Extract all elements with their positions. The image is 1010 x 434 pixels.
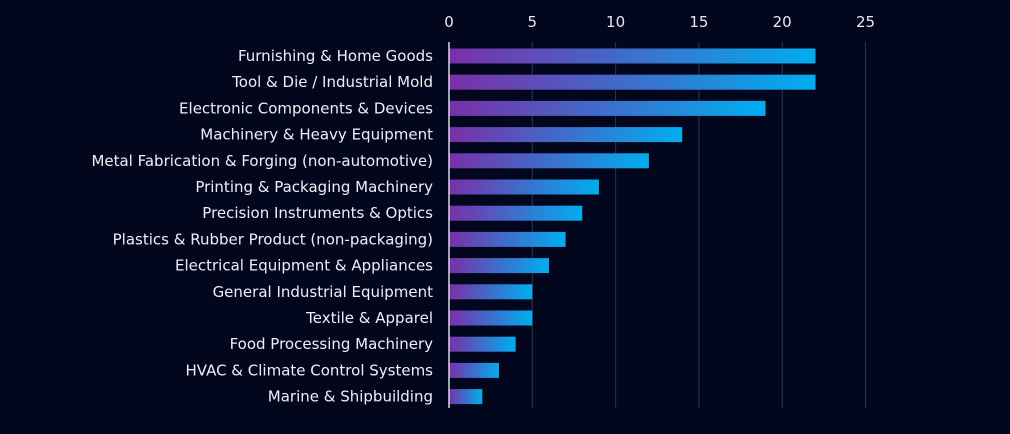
category-label: HVAC & Climate Control Systems [185, 361, 433, 379]
bar [449, 127, 683, 143]
category-label: Plastics & Rubber Product (non-packaging… [113, 230, 433, 248]
category-label: Metal Fabrication & Forging (non-automot… [91, 152, 433, 170]
bar [449, 100, 766, 116]
category-label: Food Processing Machinery [230, 335, 434, 353]
bar [449, 336, 516, 352]
category-label: Furnishing & Home Goods [238, 47, 433, 65]
bar [449, 74, 816, 90]
x-tick-label: 25 [856, 13, 875, 31]
bar [449, 284, 533, 300]
category-label: Marine & Shipbuilding [268, 388, 433, 406]
bars [449, 48, 816, 405]
grid-lines [531, 42, 866, 408]
category-label: Machinery & Heavy Equipment [200, 126, 433, 144]
x-tick-label: 20 [773, 13, 792, 31]
bar [449, 389, 483, 405]
bar [449, 179, 599, 195]
category-labels: Furnishing & Home Goods Tool & Die / Indu… [91, 47, 433, 406]
category-label: Electronic Components & Devices [179, 99, 433, 117]
category-label: Electrical Equipment & Appliances [175, 257, 433, 275]
bar [449, 205, 583, 221]
bar [449, 310, 533, 326]
x-tick-label: 15 [689, 13, 708, 31]
bar [449, 231, 566, 247]
category-label: Precision Instruments & Optics [202, 204, 433, 222]
bar [449, 362, 499, 378]
x-axis-ticks: 0 5 10 15 20 25 [444, 13, 875, 31]
bar [449, 258, 549, 274]
bar [449, 153, 649, 169]
category-label: Textile & Apparel [305, 309, 433, 327]
category-label: Printing & Packaging Machinery [195, 178, 433, 196]
bar [449, 48, 816, 64]
category-label: Tool & Die / Industrial Mold [231, 73, 433, 91]
x-tick-label: 5 [528, 13, 538, 31]
x-tick-label: 10 [606, 13, 625, 31]
x-tick-label: 0 [444, 13, 454, 31]
category-label: General Industrial Equipment [213, 283, 434, 301]
